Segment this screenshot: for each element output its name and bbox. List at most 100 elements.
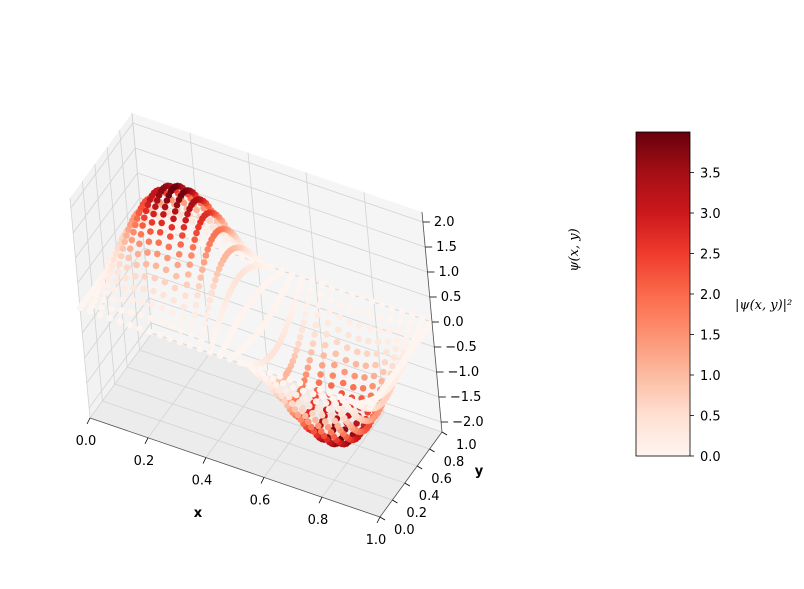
scatter-point [288,400,296,407]
scatter-point [337,301,345,308]
scatter-point [166,335,174,343]
scatter-point [186,205,193,213]
scatter-point [326,390,334,397]
scatter-point [126,321,134,329]
scatter-point [210,336,217,344]
scatter-point [120,285,128,292]
scatter-point [147,228,154,235]
scatter-point [359,385,367,392]
scatter-point [291,299,299,307]
scatter-point [139,298,146,306]
scatter-point [256,366,264,373]
scatter-point [168,224,176,231]
floor-pane [90,333,442,517]
scatter-point [163,197,171,204]
z-tick-label: −0.5 [445,340,477,355]
z-tick-label: 0.0 [443,315,464,330]
scatter-point [370,372,378,380]
scatter-point [160,291,167,299]
scatter-point [311,331,318,338]
scatter-point [150,287,157,295]
scatter-point [329,395,337,403]
scatter-point [306,402,313,410]
scatter-point [325,406,333,413]
scatter-point [137,311,145,319]
scatter-point [305,294,313,302]
scatter-point [291,352,299,360]
scatter-point [142,207,150,215]
scatter-point [217,312,225,319]
scatter-point [388,305,396,312]
scatter-point [336,393,344,401]
scatter-point [356,400,364,407]
scatter-point [145,238,153,245]
scatter-point [149,301,156,308]
scatter-point [100,296,107,304]
scatter-point [342,356,350,364]
scatter-point [326,308,333,315]
scatter-point [164,254,171,262]
scatter-point [169,309,176,317]
scatter-point [92,292,100,300]
scatter-point [214,323,221,331]
scatter-point [318,412,326,419]
tick-mark [404,482,411,487]
scatter-point [275,387,283,394]
scatter-point [139,222,146,229]
scatter-point [103,282,111,289]
scatter-point [312,416,319,424]
scatter-point [236,359,244,366]
scatter-point [197,274,204,282]
tick-mark [318,497,323,504]
scatter-point [312,398,320,405]
scatter-point [206,217,213,224]
colorbar-tick-label: 1.5 [700,329,721,344]
colorbar-ticks: 0.0 0.5 1.0 1.5 2.0 2.5 3.0 3.5 [690,167,721,465]
grid-line [72,147,136,234]
scatter-point [327,296,335,304]
scatter-point [300,319,308,326]
scatter-point [384,338,392,345]
scatter-point [144,201,152,209]
scatter-point [356,322,364,329]
scatter-point [109,262,116,269]
scatter-point [272,381,280,389]
scatter-point [170,297,177,304]
scatter-point [219,306,227,314]
scatter-point [160,211,167,218]
colorbar-tick-label: 3.5 [700,167,721,182]
scatter-point [408,311,416,319]
scatter-point [180,303,188,311]
scatter-point [167,322,175,330]
scatter-point [335,326,342,334]
grid-line [77,197,141,284]
scatter-point [309,340,317,348]
scatter-point [128,309,135,316]
scatter-point [171,284,179,292]
scatter-point [151,274,158,282]
grid-line [135,147,426,248]
scatter-point [195,223,202,231]
scatter-point [170,215,177,223]
y-axis-label: y [475,464,484,479]
scatter-point [189,244,197,251]
scatter-point [285,316,293,324]
scatter-point [292,391,300,399]
scatter-point [385,327,393,334]
scatter-point [322,399,330,407]
scatter-point [176,338,184,346]
scatter-point [333,338,341,346]
scatter-point [317,291,324,299]
scatter-point [218,247,226,254]
scatter-point [320,352,328,359]
y-tick-label: 0.2 [406,506,427,521]
colorbar-gradient [635,131,691,457]
scatter-point [184,210,191,218]
scatter-point [128,236,136,244]
colorbar-tick-label: 2.0 [700,288,721,303]
scatter-point [96,282,103,290]
scatter-point [407,319,414,326]
z-tick-label: 0.5 [441,290,462,305]
scatter-point [140,285,147,293]
